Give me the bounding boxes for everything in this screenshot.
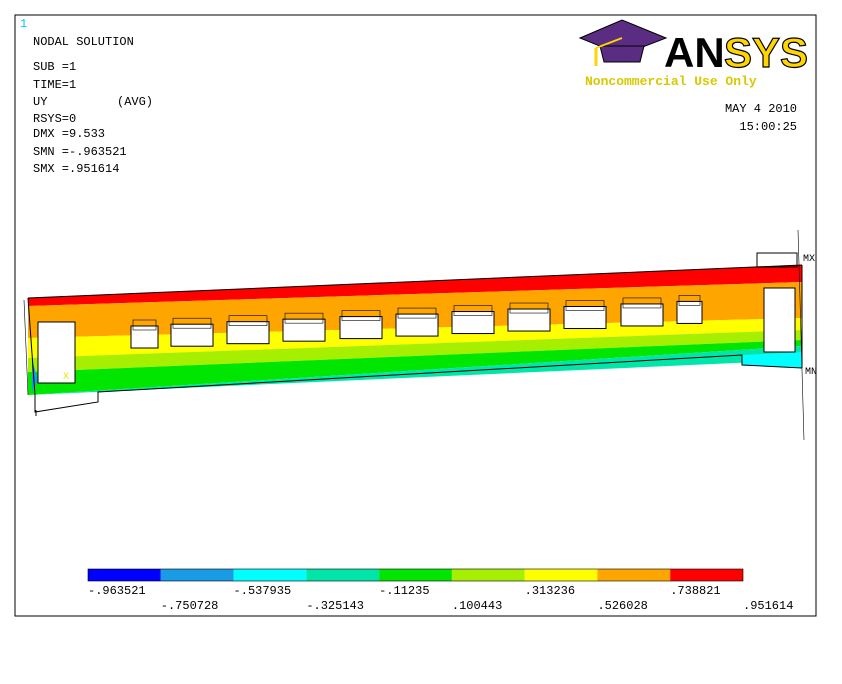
legend-label: .738821 [670, 584, 720, 598]
window [451, 311, 495, 335]
tassel [595, 37, 623, 49]
tagline: Noncommercial Use Only [585, 74, 757, 89]
contour-band [28, 282, 802, 338]
legend-swatch [451, 569, 525, 581]
legend-label: .526028 [597, 599, 647, 613]
contour-band [28, 346, 802, 395]
window-outline [509, 302, 549, 314]
contour-band [28, 330, 802, 372]
edge [34, 354, 803, 413]
info-line: DMX =9.533 [33, 127, 105, 141]
window-outline [132, 319, 157, 331]
axis-label: X [63, 372, 69, 383]
window-outline [228, 315, 268, 326]
window [507, 308, 551, 332]
info-title: NODAL SOLUTION [33, 35, 134, 49]
window-outline [397, 307, 437, 319]
window [563, 306, 607, 330]
contour-band [28, 318, 802, 358]
legend-swatch [670, 569, 743, 581]
logo-text: SYS [724, 29, 808, 76]
edge [27, 297, 36, 396]
logo: AN SYS Noncommercial Use Only [578, 19, 809, 89]
undeformed-edge [797, 229, 805, 441]
legend-swatch [88, 569, 161, 581]
legend-swatch [597, 569, 671, 581]
edge [27, 264, 803, 299]
door [37, 321, 76, 384]
contour-band [28, 265, 802, 306]
window [620, 303, 664, 327]
legend: -.963521 -.750728 -.537935 -.325143 -.11235.… [87, 568, 793, 613]
window-outline [284, 312, 324, 324]
info-line: TIME=1 [33, 78, 76, 92]
contour-band [742, 352, 802, 368]
info-line: SUB =1 [33, 60, 76, 74]
legend-label: -.750728 [161, 599, 219, 613]
door-outline [756, 252, 798, 268]
time: 15:00:25 [739, 120, 797, 134]
window-outline [172, 317, 212, 329]
window-outline [341, 310, 381, 321]
window-number: 1 [20, 17, 27, 31]
beam [28, 265, 802, 395]
cap-base [599, 45, 645, 63]
window [130, 325, 159, 349]
window [226, 321, 270, 345]
legend-label: -.11235 [379, 584, 429, 598]
max-marker: MX [803, 254, 815, 265]
window-outline [678, 295, 701, 306]
info-line: RSYS=0 [33, 112, 76, 126]
windows [130, 295, 703, 349]
date: MAY 4 2010 [725, 102, 797, 116]
info-line: SMX =.951614 [33, 162, 119, 176]
beam-outline [23, 229, 805, 441]
undeformed-edge [23, 299, 29, 396]
window [395, 313, 439, 337]
info-line: SMN =-.963521 [33, 145, 127, 159]
info-line: UY [33, 95, 47, 109]
legend-swatch [160, 569, 234, 581]
legend-swatch [233, 569, 307, 581]
window [676, 300, 703, 324]
window-outline [622, 297, 662, 309]
window-outline [453, 305, 493, 316]
legend-label: -.963521 [88, 584, 146, 598]
legend-frame [87, 568, 744, 582]
window-outline [565, 300, 605, 311]
info-avg: (AVG) [117, 95, 153, 109]
logo-text: AN [664, 29, 725, 76]
legend-label: -.537935 [234, 584, 292, 598]
legend-label: .100443 [452, 599, 502, 613]
legend-label: -.325143 [306, 599, 364, 613]
legend-swatch [379, 569, 452, 581]
window [170, 323, 214, 347]
door [763, 287, 796, 353]
window [282, 318, 326, 342]
legend-label: .951614 [743, 599, 793, 613]
window [339, 316, 383, 340]
legend-swatch [524, 569, 598, 581]
legend-swatch [306, 569, 380, 581]
legend-label: .313236 [525, 584, 575, 598]
min-marker: MN [805, 367, 817, 378]
contour-band [28, 340, 802, 395]
